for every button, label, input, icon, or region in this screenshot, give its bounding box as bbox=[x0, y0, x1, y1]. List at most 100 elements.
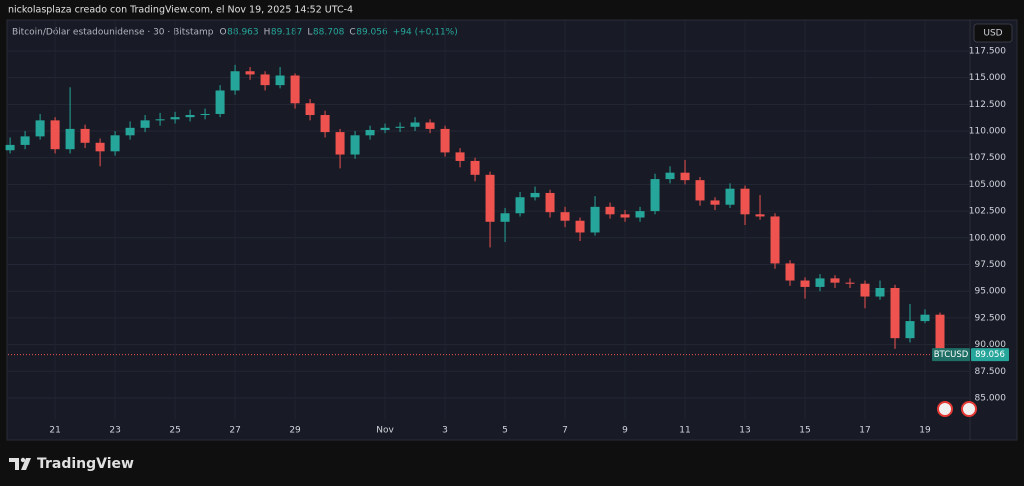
candle-body bbox=[5, 144, 15, 151]
candle-body bbox=[755, 214, 765, 217]
candle-body bbox=[20, 136, 30, 145]
candle-body bbox=[665, 172, 675, 180]
x-tick-label: 23 bbox=[109, 426, 120, 436]
logo-mark bbox=[21, 458, 31, 470]
ohlc-value: 89.187 bbox=[271, 28, 303, 38]
brand: TradingView bbox=[37, 456, 134, 472]
candle-body bbox=[620, 214, 630, 218]
candles bbox=[5, 64, 945, 359]
x-tick-label: 17 bbox=[859, 426, 870, 436]
candle-body bbox=[635, 211, 645, 218]
candle-body bbox=[200, 113, 210, 116]
ohlc-label: O bbox=[220, 28, 227, 38]
x-tick-label: Nov bbox=[376, 426, 394, 436]
candle-body bbox=[590, 206, 600, 233]
ohlc-value: 88.963 bbox=[227, 28, 259, 38]
candle-body bbox=[395, 126, 405, 128]
y-tick-label: 105.000 bbox=[969, 180, 1006, 190]
candle-body bbox=[470, 160, 480, 175]
x-tick-label: 9 bbox=[622, 426, 628, 436]
candle-body bbox=[485, 174, 495, 222]
candle-body bbox=[920, 314, 930, 322]
candle-body bbox=[365, 129, 375, 136]
candle-body bbox=[875, 287, 885, 297]
change: +94 (+0,11%) bbox=[393, 28, 458, 38]
candle-body bbox=[905, 321, 915, 339]
y-tick-label: 112.500 bbox=[969, 100, 1006, 110]
candle-body bbox=[80, 128, 90, 143]
candle-body bbox=[695, 180, 705, 201]
currency-button[interactable] bbox=[973, 23, 1013, 43]
candle-body bbox=[320, 115, 330, 133]
candle-body bbox=[260, 74, 270, 86]
candle-body bbox=[860, 283, 870, 297]
candle-body bbox=[830, 278, 840, 283]
candle-body bbox=[650, 179, 660, 212]
candle-body bbox=[440, 128, 450, 153]
candle-body bbox=[815, 278, 825, 287]
candle-body bbox=[890, 287, 900, 339]
candle-body bbox=[125, 127, 135, 136]
candle-body bbox=[95, 142, 105, 152]
y-tick-label: 102.500 bbox=[969, 207, 1006, 217]
candle-body bbox=[770, 216, 780, 264]
y-tick-label: 92.500 bbox=[975, 313, 1007, 323]
brand-logo: TradingView bbox=[9, 456, 134, 472]
candle-body bbox=[710, 200, 720, 205]
candle-body bbox=[170, 117, 180, 120]
candle-body bbox=[305, 103, 315, 116]
x-tick-label: 29 bbox=[289, 426, 301, 436]
candle-body bbox=[275, 75, 285, 86]
y-tick-label: 95.000 bbox=[975, 287, 1007, 297]
logo-mark bbox=[9, 458, 19, 470]
x-tick-label: 27 bbox=[229, 426, 240, 436]
symbol-title: Bitcoin/Dólar estadounidense · 30 · Bits… bbox=[12, 27, 214, 38]
candle-body bbox=[140, 120, 150, 128]
x-tick-label: 21 bbox=[49, 426, 60, 436]
candle-body bbox=[230, 71, 240, 91]
candle-body bbox=[290, 75, 300, 104]
logo-mark bbox=[20, 457, 26, 463]
y-tick-label: 87.500 bbox=[975, 367, 1007, 377]
candle-body bbox=[185, 115, 195, 118]
ohlc-value: 89.056 bbox=[356, 28, 388, 38]
candle-body bbox=[35, 120, 45, 137]
caption: nickolasplaza creado con TradingView.com… bbox=[8, 5, 353, 16]
candle-body bbox=[545, 192, 555, 213]
price-tag-label: 89.056 bbox=[975, 350, 1005, 360]
event-icons bbox=[937, 401, 977, 417]
candle-body bbox=[680, 172, 690, 181]
candle-body bbox=[380, 127, 390, 130]
candle-body bbox=[425, 122, 435, 129]
candle-body bbox=[410, 122, 420, 127]
ohlc-value: 88.708 bbox=[313, 28, 345, 38]
symbol-tag-label: BTCUSD bbox=[934, 350, 969, 360]
y-tick-label: 110.000 bbox=[969, 127, 1006, 137]
grid bbox=[8, 20, 970, 420]
x-tick-label: 5 bbox=[502, 426, 508, 436]
candle-body bbox=[935, 314, 945, 355]
x-tick-label: 7 bbox=[562, 426, 568, 436]
candle-body bbox=[845, 282, 855, 284]
candle-body bbox=[155, 119, 165, 121]
legend: Bitcoin/Dólar estadounidense · 30 · Bits… bbox=[12, 27, 458, 38]
ohlc-label: C bbox=[349, 28, 355, 38]
candle-body bbox=[245, 71, 255, 75]
candle-body bbox=[65, 128, 75, 150]
x-tick-label: 15 bbox=[799, 426, 810, 436]
x-tick-label: 25 bbox=[169, 426, 180, 436]
event-icon[interactable] bbox=[937, 401, 953, 417]
candle-body bbox=[575, 220, 585, 233]
candle-body bbox=[530, 192, 540, 198]
candle-body bbox=[560, 212, 570, 221]
x-tick-label: 11 bbox=[679, 426, 690, 436]
y-tick-label: 85.000 bbox=[975, 393, 1007, 403]
x-tick-label: 13 bbox=[739, 426, 750, 436]
event-icon[interactable] bbox=[961, 401, 977, 417]
candle-body bbox=[605, 206, 615, 215]
currency[interactable]: USD bbox=[983, 29, 1002, 39]
y-tick-label: 117.500 bbox=[969, 46, 1006, 56]
candle-body bbox=[335, 132, 345, 155]
candle-body bbox=[455, 152, 465, 161]
